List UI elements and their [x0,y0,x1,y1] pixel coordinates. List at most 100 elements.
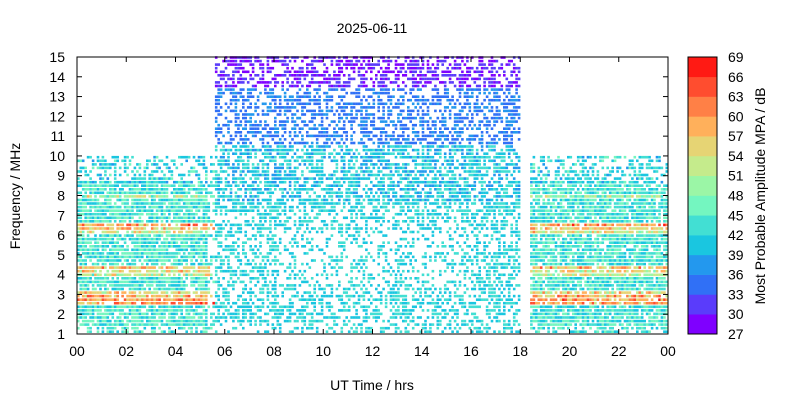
heatmap-cell [106,273,110,277]
heatmap-cell [131,184,134,187]
heatmap-cell [136,273,139,277]
heatmap-cell [180,312,183,316]
heatmap-cell [340,155,344,159]
heatmap-cell [96,188,100,191]
heatmap-cell [138,294,142,298]
heatmap-cell [86,209,90,212]
heatmap-cell [175,287,179,291]
heatmap-cell [77,277,80,280]
heatmap-cell [153,191,156,195]
heatmap-cell [160,280,164,284]
heatmap-cell [113,180,117,184]
heatmap-cell [298,88,302,91]
heatmap-cell [274,116,277,120]
heatmap-cell [219,284,223,287]
heatmap-cell [91,159,95,163]
heatmap-cell [256,212,260,216]
heatmap-cell [256,177,260,180]
heatmap-cell [266,191,270,195]
heatmap-cell [222,277,225,280]
heatmap-cell [335,287,339,291]
heatmap-cell [126,212,129,216]
heatmap-cell [283,212,287,216]
heatmap-cell [291,173,294,177]
heatmap-cell [155,262,159,266]
heatmap-cell [254,319,257,323]
heatmap-cell [86,287,90,291]
heatmap-cell [214,145,218,148]
heatmap-cell [360,106,363,109]
heatmap-cell [357,66,361,70]
heatmap-cell [259,188,262,191]
heatmap-cell [94,180,97,184]
heatmap-cell [355,116,358,120]
heatmap-cell [274,248,277,252]
heatmap-cell [94,237,97,241]
heatmap-cell [118,173,122,177]
heatmap-cell [232,109,235,113]
heatmap-cell [256,309,260,312]
heatmap-cell [101,230,105,234]
heatmap-cell [365,326,368,330]
heatmap-cell [259,291,262,294]
heatmap-cell [357,152,361,155]
heatmap-cell [365,259,368,262]
heatmap-cell [362,319,366,323]
heatmap-cell [214,305,218,309]
heatmap-cell [375,216,378,220]
heatmap-cell [94,309,97,312]
heatmap-cell [91,273,95,277]
heatmap-cell [175,262,179,266]
heatmap-cell [91,255,95,259]
heatmap-cell [313,134,316,138]
heatmap-cell [178,188,181,191]
heatmap-cell [384,138,388,141]
heatmap-cell [310,59,314,63]
heatmap-cell [187,191,191,195]
heatmap-cell [239,81,243,84]
heatmap-cell [261,298,265,301]
heatmap-cell [148,216,151,220]
heatmap-cell [118,301,122,305]
heatmap-cell [355,262,358,266]
heatmap-cell [291,305,294,309]
heatmap-cell [256,113,260,116]
heatmap-cell [89,220,92,223]
heatmap-cell [261,216,265,220]
heatmap-cell [261,102,265,106]
heatmap-cell [155,188,159,191]
heatmap-cell [325,227,329,230]
heatmap-cell [227,220,230,223]
heatmap-cell [350,205,353,209]
heatmap-cell [387,163,390,166]
heatmap-cell [259,148,262,152]
heatmap-cell [360,66,363,70]
heatmap-cell [94,269,97,273]
heatmap-cell [291,113,294,116]
heatmap-cell [286,88,289,91]
heatmap-cell [315,88,319,91]
heatmap-cell [306,63,309,66]
heatmap-cell [239,195,243,198]
heatmap-cell [283,123,287,127]
heatmap-cell [271,237,275,241]
heatmap-cell [291,84,294,88]
heatmap-cell [379,98,383,102]
heatmap-cell [352,305,356,309]
heatmap-cell [382,152,385,155]
heatmap-cell [116,248,119,252]
heatmap-cell [387,66,390,70]
heatmap-cell [355,59,358,63]
heatmap-cell [207,273,211,277]
heatmap-cell [276,106,280,109]
heatmap-cell [205,177,208,180]
heatmap-cell [333,173,336,177]
heatmap-cell [266,184,270,187]
heatmap-cell [323,287,326,291]
heatmap-cell [113,280,117,284]
heatmap-cell [178,284,181,287]
heatmap-cell [96,220,100,223]
heatmap-cell [350,113,353,116]
heatmap-cell [89,280,92,284]
heatmap-cell [357,245,361,248]
